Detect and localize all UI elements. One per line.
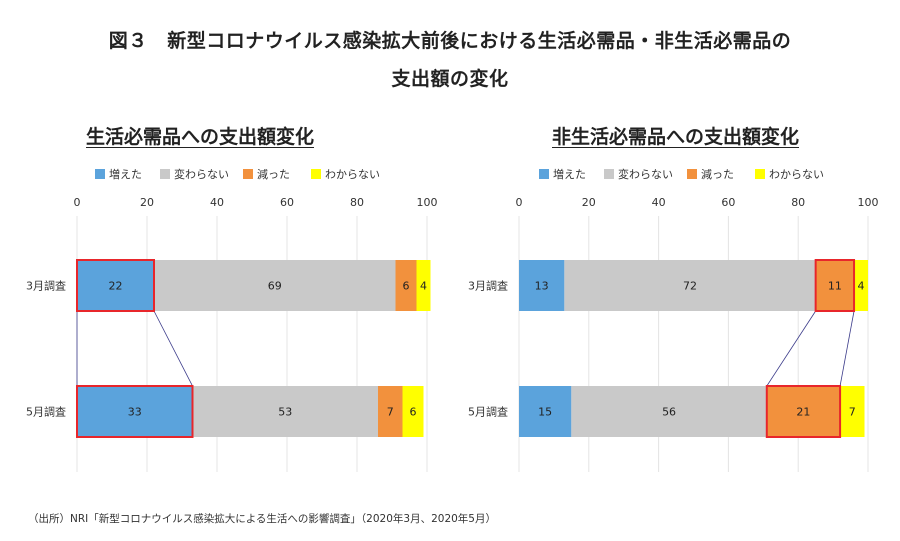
chart-2-tick-label: 20 — [582, 196, 596, 209]
chart-1-bar-segment — [416, 260, 431, 311]
chart-1-data-label: 53 — [278, 406, 292, 419]
chart-1-tick-label: 60 — [280, 196, 294, 209]
chart-1-data-label: 6 — [410, 406, 417, 419]
chart-1-legend-swatch — [160, 169, 170, 179]
chart-2-legend-swatch — [687, 169, 697, 179]
chart-2-data-label: 11 — [828, 280, 842, 293]
chart-2-category-label: 5月調査 — [468, 405, 508, 419]
chart-2-legend-swatch — [539, 169, 549, 179]
chart-2-data-label: 15 — [538, 406, 552, 419]
chart-1-category-label: 3月調査 — [26, 279, 66, 293]
chart-1-tick-label: 40 — [210, 196, 224, 209]
main-title-line-2: 支出額の変化 — [391, 68, 509, 90]
chart-1-legend-swatch — [243, 169, 253, 179]
chart-2-legend-swatch — [755, 169, 765, 179]
chart-1-tick-label: 20 — [140, 196, 154, 209]
chart-2-legend-label: 減った — [701, 167, 734, 181]
source-note: （出所）NRI「新型コロナウイルス感染拡大による生活への影響調査」（2020年3… — [28, 513, 496, 525]
chart-1-tick-label: 100 — [417, 196, 438, 209]
chart-1-legend-label: 増えた — [109, 168, 142, 181]
chart-1-legend-label: わからない — [325, 168, 380, 181]
chart-2-data-label: 7 — [849, 406, 856, 419]
chart-2-legend-label: わからない — [769, 168, 824, 181]
chart-2-data-label: 13 — [535, 280, 549, 293]
chart-2-bar-segment — [854, 260, 868, 311]
chart-1-connector-line — [153, 310, 193, 387]
chart-1-bar-segment — [378, 386, 403, 437]
chart-2-legend-swatch — [604, 169, 614, 179]
chart-2-highlight-box — [765, 385, 842, 438]
chart-1-data-label: 4 — [420, 280, 427, 293]
chart-1-bar-segment — [402, 386, 424, 437]
chart-2-bar-segment — [519, 386, 572, 437]
chart-1-category-label: 5月調査 — [26, 405, 66, 419]
chart-1-bar-segment — [77, 386, 193, 437]
chart-2-data-label: 56 — [662, 406, 676, 419]
chart-1-data-label: 33 — [128, 406, 142, 419]
chart-1-highlight-box — [76, 385, 194, 438]
chart-1-data-label: 69 — [268, 280, 282, 293]
chart-1-legend-label: 変わらない — [174, 167, 229, 181]
chart-2-connector-line — [766, 310, 816, 387]
chart-2-tick-label: 40 — [652, 196, 666, 209]
chart-2-bar-segment — [766, 386, 841, 437]
chart-1-bar-segment — [395, 260, 417, 311]
chart-2-tick-label: 80 — [791, 196, 805, 209]
chart-1-data-label: 7 — [387, 406, 394, 419]
chart-2-bar-segment — [519, 260, 565, 311]
chart-2-tick-label: 60 — [721, 196, 735, 209]
chart-2-bar-segment — [564, 260, 816, 311]
chart-1-highlight-box — [76, 259, 155, 312]
chart-2: 増えた 変わらない 減った わからない 0 20 40 60 80 100 3月調査 13 72 11 4 5… — [468, 167, 879, 472]
chart-2-tick-label: 100 — [858, 196, 879, 209]
chart-1-bar-segment — [154, 260, 396, 311]
chart-2-data-label: 21 — [796, 406, 810, 419]
main-title-line-1: 図３ 新型コロナウイルス感染拡大前後における生活必需品・非生活必需品の — [108, 30, 792, 52]
chart-2-bar-segment — [840, 386, 865, 437]
chart-2-bar-segment — [815, 260, 855, 311]
chart-1-tick-label: 80 — [350, 196, 364, 209]
chart-1-bar-segment — [192, 386, 378, 437]
chart-2-legend-label: 変わらない — [618, 167, 673, 181]
chart-2-title: 非生活必需品への支出額変化 — [552, 126, 800, 148]
chart-2-data-label: 72 — [683, 280, 697, 293]
chart-1-data-label: 22 — [109, 280, 123, 293]
chart-1-legend-swatch — [311, 169, 321, 179]
chart-2-tick-label: 0 — [516, 196, 523, 209]
chart-2-bar-segment — [571, 386, 767, 437]
chart-1-title: 生活必需品への支出額変化 — [86, 126, 315, 148]
chart-2-data-label: 4 — [858, 280, 865, 293]
chart-2-connector-line — [839, 310, 855, 387]
chart-1-data-label: 6 — [403, 280, 410, 293]
chart-1-legend-label: 減った — [257, 167, 290, 181]
chart-1-bar-segment — [77, 260, 154, 311]
chart-2-legend-label: 増えた — [553, 168, 586, 181]
chart-2-category-label: 3月調査 — [468, 279, 508, 293]
chart-2-highlight-box — [814, 259, 856, 312]
chart-1-tick-label: 0 — [74, 196, 81, 209]
chart-1-legend-swatch — [95, 169, 105, 179]
